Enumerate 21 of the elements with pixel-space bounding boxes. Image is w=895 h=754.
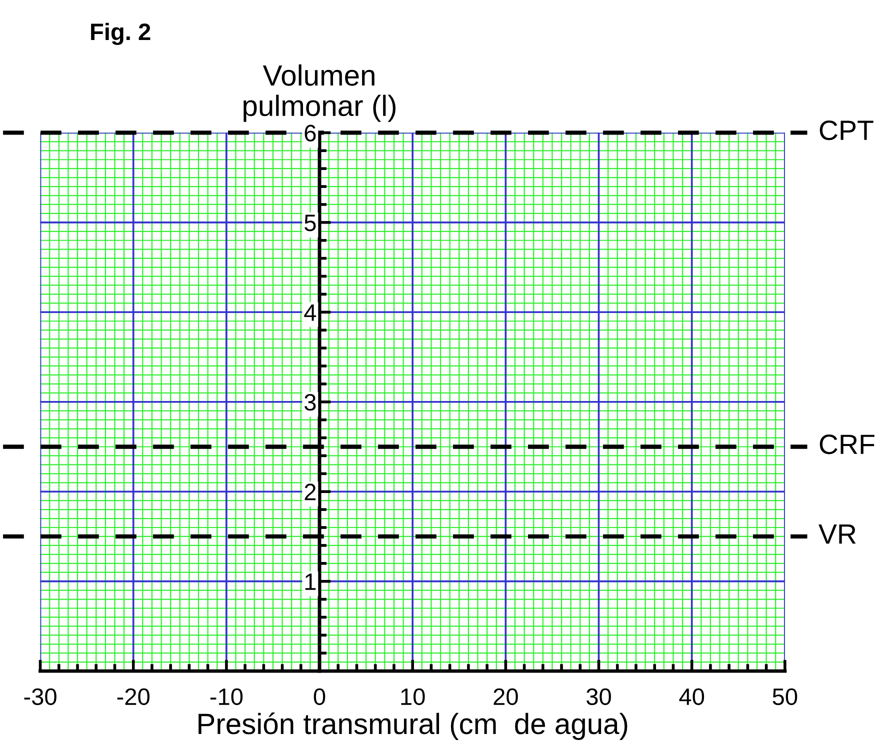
y-tick-label: 6 [304, 124, 316, 142]
x-tick-label: 20 [494, 688, 518, 706]
x-tick-label: 10 [401, 688, 425, 706]
y-tick-label: 5 [304, 214, 316, 232]
y-tick-label: 4 [304, 304, 316, 321]
ref-line-label: VR [818, 524, 856, 544]
chart-title: Fig. 2 [91, 22, 150, 45]
x-tick-label: -10 [210, 688, 243, 706]
y-tick-label: 3 [304, 394, 316, 411]
y-tick-label: 1 [305, 574, 316, 590]
x-tick-label: 50 [772, 688, 798, 706]
x-tick-label: 40 [679, 688, 704, 706]
ref-line-label: CPT [820, 120, 874, 140]
x-tick-label: -20 [117, 688, 150, 706]
x-tick-label: 30 [586, 688, 611, 706]
x-tick-label: -30 [24, 688, 56, 706]
x-axis-title: Presión transmural (cm de agua) [198, 712, 628, 740]
x-tick-label: 0 [314, 688, 326, 706]
y-axis-title: Volumen pulmonar (l) [244, 64, 396, 122]
y-tick-label: 2 [304, 484, 316, 500]
ref-line-label: CRF [820, 434, 874, 454]
